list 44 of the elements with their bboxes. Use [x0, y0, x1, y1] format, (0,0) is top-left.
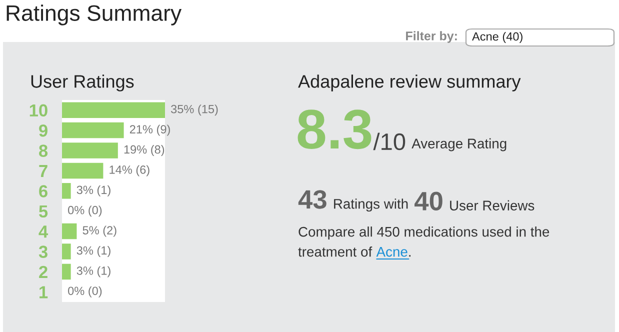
bar	[62, 223, 77, 240]
data-label: 21% (9)	[130, 124, 170, 136]
text: Acne	[376, 247, 408, 257]
text: Average Rating	[412, 138, 506, 152]
bar	[62, 162, 104, 179]
y-tick-label: 10	[30, 104, 48, 117]
y-tick-label: 4	[38, 226, 48, 238]
data-label: 0% (0)	[68, 286, 102, 298]
text: Adapalene review summary	[298, 74, 521, 92]
text: User Reviews	[450, 200, 534, 210]
text: 8.3	[298, 110, 372, 150]
text: .	[409, 255, 411, 257]
data-label: 35% (15)	[171, 104, 218, 116]
bar	[62, 264, 71, 280]
y-tick-label: 2	[39, 266, 48, 278]
data-label: 19% (8)	[124, 145, 164, 156]
text: Ratings with	[334, 198, 408, 212]
y-tick-label: 6	[39, 185, 48, 198]
data-label: 3% (1)	[76, 266, 110, 278]
data-label: 0% (0)	[68, 206, 102, 217]
text: Compare all 450 medications used in the	[298, 226, 550, 240]
chart-title: User Ratings	[31, 74, 134, 92]
data-label: 3% (1)	[76, 246, 110, 257]
data-label: 3% (1)	[76, 185, 110, 196]
text: Filter by:	[406, 31, 457, 43]
text: 43	[298, 190, 326, 209]
bar	[62, 244, 71, 260]
text: /10	[373, 132, 406, 150]
bar	[62, 122, 124, 138]
y-tick-label: 9	[39, 124, 48, 137]
text: 40	[414, 192, 442, 210]
text: treatment of	[298, 246, 372, 257]
y-tick-label: 8	[39, 144, 48, 157]
data-label: 14% (6)	[110, 165, 150, 176]
y-tick-label: 1	[40, 286, 48, 298]
bar	[62, 183, 71, 199]
data-label: 5% (2)	[82, 226, 116, 237]
y-tick-label: 3	[38, 246, 48, 258]
text: Ratings Summary	[6, 4, 182, 26]
y-tick-label: 5	[38, 205, 48, 218]
y-tick-label: 7	[39, 165, 48, 177]
bar	[62, 142, 118, 158]
text: Acne (40)	[472, 32, 522, 43]
bar	[62, 102, 165, 118]
